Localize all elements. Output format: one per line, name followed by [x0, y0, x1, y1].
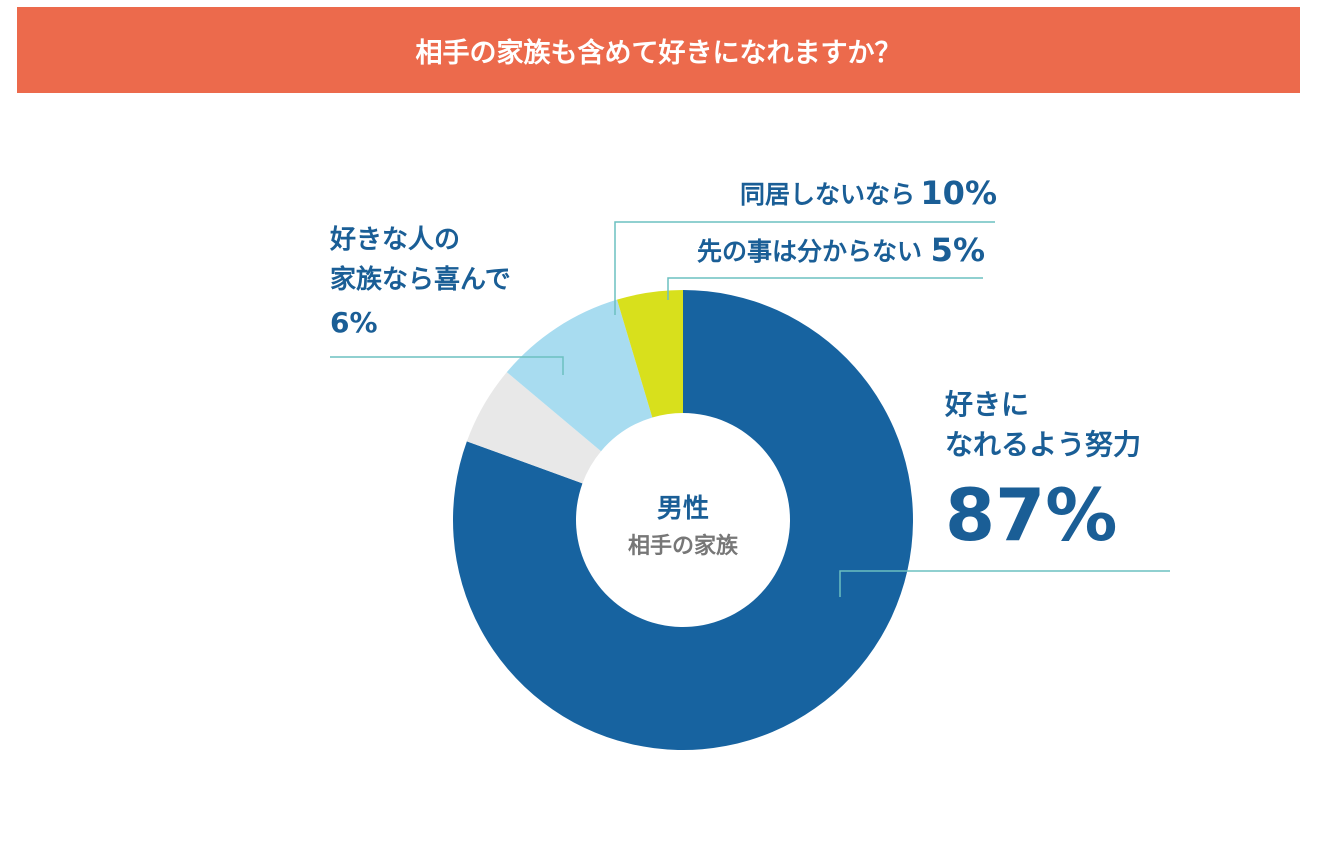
- leader-line: [330, 356, 564, 375]
- leader-line: [667, 277, 983, 300]
- chart-title: 相手の家族も含めて好きになれますか？: [17, 7, 1300, 93]
- value-label: 5%: [930, 231, 985, 269]
- center-label: 相手の家族: [627, 534, 738, 559]
- donut-slice: [453, 290, 913, 750]
- category-label: 同居しないなら: [739, 180, 915, 209]
- value-label: 87%: [945, 473, 1118, 557]
- category-label: 好きな人の 家族なら喜んで: [330, 225, 511, 295]
- category-label: 好きに なれるよう努力: [945, 388, 1142, 461]
- category-label: 先の事は分からない: [696, 237, 922, 266]
- leader-line: [614, 221, 995, 315]
- value-label: 10%: [920, 174, 997, 212]
- donut-slice: [506, 299, 653, 452]
- value-label: 6%: [330, 306, 378, 339]
- leader-line: [839, 570, 1170, 597]
- donut-slice: [617, 290, 683, 418]
- donut-slice: [466, 372, 602, 484]
- center-label: 男性: [656, 494, 709, 524]
